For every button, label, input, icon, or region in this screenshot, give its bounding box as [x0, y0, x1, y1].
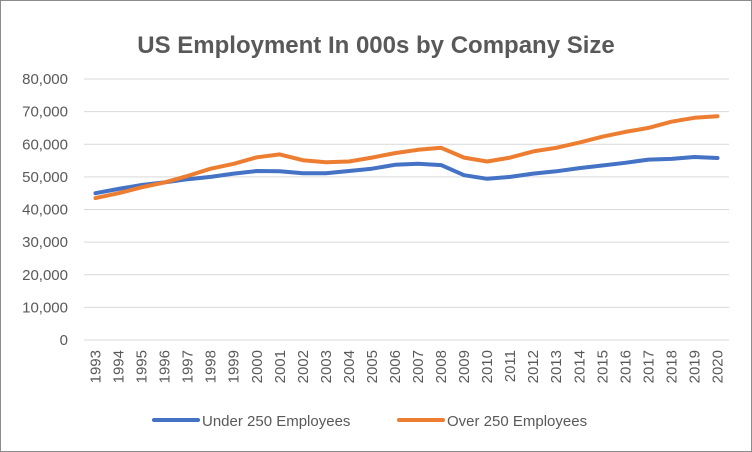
- x-tick-label: 2004: [341, 350, 358, 383]
- y-tick-label: 60,000: [22, 136, 68, 153]
- x-tick-label: 1999: [226, 350, 243, 383]
- y-tick-label: 80,000: [22, 71, 68, 88]
- x-tick-label: 2014: [571, 350, 588, 383]
- x-tick-label: 1995: [134, 350, 151, 383]
- x-tick-label: 2009: [456, 350, 473, 383]
- x-tick-label: 2017: [640, 350, 657, 383]
- chart-title: US Employment In 000s by Company Size: [137, 32, 614, 59]
- x-tick-label: 2011: [502, 350, 519, 382]
- x-tick-label: 1997: [180, 350, 197, 383]
- legend: Under 250 Employees Over 250 Employees: [152, 413, 587, 430]
- x-tick-label: 2020: [709, 350, 726, 383]
- series-lines: [93, 114, 720, 201]
- x-tick-label: 1994: [111, 350, 128, 383]
- series-line-1: [93, 155, 720, 196]
- x-tick-label: 2016: [617, 350, 634, 383]
- x-tick-label: 1998: [203, 350, 220, 383]
- x-tick-label: 2015: [594, 350, 611, 383]
- y-tick-label: 40,000: [22, 202, 68, 219]
- y-axis-ticks: 0 10,000 20,000 30,000 40,000 50,000 60,000 70,…: [22, 71, 68, 349]
- series-line-2: [93, 114, 720, 201]
- x-axis-ticks: 1993 1994 1995 1996 1997 1998 1999 2000 2001 2002…: [88, 350, 727, 383]
- x-tick-label: 1996: [157, 350, 174, 383]
- y-tick-label: 30,000: [22, 234, 68, 251]
- x-tick-label: 2000: [249, 350, 266, 383]
- x-tick-label: 2010: [479, 350, 496, 383]
- x-tick-label: 2018: [663, 350, 680, 383]
- x-tick-label: 2012: [525, 350, 542, 383]
- y-tick-label: 10,000: [22, 299, 68, 316]
- legend-label-2: Over 250 Employees: [447, 413, 587, 430]
- x-tick-label: 2002: [295, 350, 312, 383]
- x-tick-label: 2007: [410, 350, 427, 383]
- gridlines: [84, 78, 729, 341]
- legend-label-1: Under 250 Employees: [202, 413, 350, 430]
- x-tick-label: 2001: [272, 350, 289, 383]
- y-tick-label: 0: [60, 332, 68, 349]
- x-tick-label: 2008: [433, 350, 450, 383]
- y-tick-label: 50,000: [22, 169, 68, 186]
- y-tick-label: 20,000: [22, 267, 68, 284]
- x-tick-label: 2019: [686, 350, 703, 383]
- x-tick-label: 1993: [88, 350, 105, 383]
- x-tick-label: 2003: [318, 350, 335, 383]
- x-tick-label: 2013: [548, 350, 565, 383]
- y-tick-label: 70,000: [22, 104, 68, 121]
- x-tick-label: 2005: [364, 350, 381, 383]
- x-tick-label: 2006: [387, 350, 404, 383]
